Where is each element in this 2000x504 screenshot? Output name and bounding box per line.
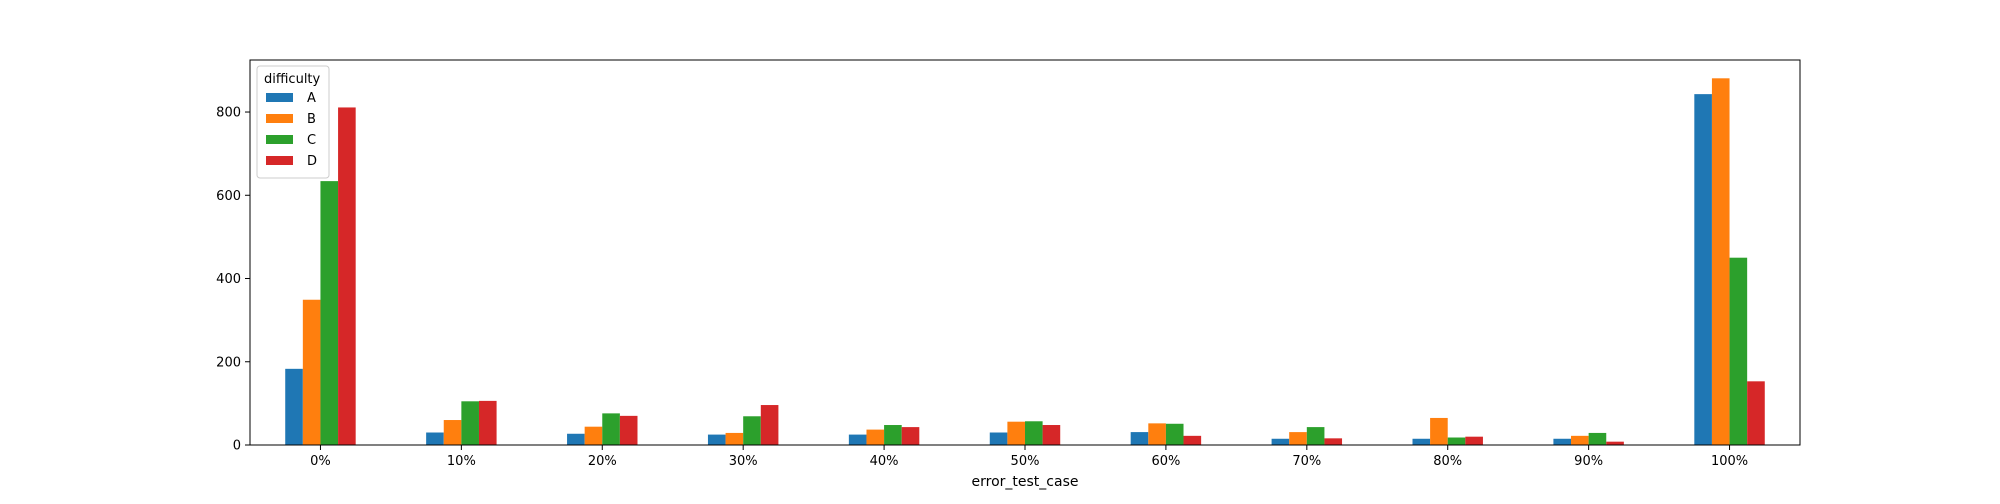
bar-C-80%: [1447, 437, 1466, 445]
legend-label-C: C: [307, 133, 316, 148]
bar-B-0%: [302, 299, 321, 445]
bar-D-0%: [338, 107, 356, 445]
plot-frame: [249, 59, 1801, 446]
legend-swatch-C: [266, 135, 293, 144]
y-axis: 0 200 400 600 800: [216, 106, 250, 454]
bar-A-60%: [1130, 432, 1149, 445]
bar-B-80%: [1430, 417, 1448, 445]
bar-A-0%: [285, 368, 303, 445]
bar-B-60%: [1148, 423, 1166, 445]
legend-label-D: D: [307, 154, 317, 169]
x-tick-label: 50%: [1011, 454, 1040, 469]
x-tick-label: 100%: [1711, 454, 1748, 469]
bar-C-90%: [1588, 432, 1607, 445]
bar-A-50%: [989, 432, 1008, 445]
bar-C-60%: [1165, 423, 1184, 445]
bar-D-50%: [1042, 425, 1061, 445]
x-tick-label: 0%: [310, 454, 331, 469]
x-tick-label: 70%: [1292, 454, 1321, 469]
bar-B-100%: [1711, 78, 1730, 445]
bar-C-0%: [320, 181, 339, 445]
bar-B-50%: [1007, 421, 1025, 445]
x-tick-label: 90%: [1574, 454, 1603, 469]
y-tick-label: 0: [233, 439, 241, 454]
bar-A-90%: [1553, 438, 1572, 445]
bar-C-50%: [1025, 421, 1043, 445]
bar-D-100%: [1747, 381, 1765, 445]
bar-D-60%: [1183, 435, 1202, 445]
x-tick-label: 60%: [1151, 454, 1180, 469]
bars-layer: [285, 78, 1765, 445]
bar-A-30%: [707, 434, 726, 445]
legend-label-A: A: [307, 91, 316, 106]
bar-D-80%: [1465, 436, 1483, 445]
x-tick-label: 30%: [729, 454, 758, 469]
bar-D-70%: [1324, 438, 1343, 445]
bar-D-10%: [478, 400, 497, 445]
legend-label-B: B: [307, 112, 316, 127]
bar-A-100%: [1694, 94, 1712, 445]
legend-swatch-A: [266, 93, 293, 102]
bar-B-20%: [584, 426, 603, 445]
bar-A-20%: [567, 433, 585, 445]
x-tick-label: 20%: [588, 454, 617, 469]
y-tick-label: 800: [216, 106, 241, 121]
bar-C-20%: [602, 413, 620, 445]
bar-B-30%: [725, 432, 744, 445]
bar-C-40%: [884, 425, 902, 445]
bar-C-30%: [743, 416, 761, 445]
x-axis: 0% 10% 20% 30% 40% 50% 60% 70% 80% 90% 100%: [310, 445, 1748, 469]
bar-A-80%: [1412, 438, 1431, 445]
bar-D-20%: [619, 415, 638, 445]
bar-A-70%: [1271, 438, 1290, 445]
bar-C-10%: [461, 401, 479, 445]
y-tick-label: 200: [216, 355, 241, 370]
bar-B-90%: [1571, 435, 1589, 445]
x-axis-label: error_test_case: [972, 474, 1079, 490]
bar-D-40%: [901, 427, 920, 445]
x-tick-label: 80%: [1433, 454, 1462, 469]
legend-swatch-B: [266, 114, 293, 123]
legend-title: difficulty: [264, 72, 321, 87]
bar-A-40%: [848, 434, 867, 445]
bar-B-70%: [1289, 432, 1307, 445]
legend-swatch-D: [266, 156, 293, 165]
bar-D-30%: [760, 405, 779, 445]
bar-B-10%: [443, 420, 462, 445]
bar-B-40%: [866, 429, 885, 445]
bar-C-70%: [1306, 427, 1325, 445]
bar-D-90%: [1606, 441, 1624, 445]
y-tick-label: 400: [216, 272, 241, 287]
bar-C-100%: [1729, 257, 1748, 445]
x-tick-label: 40%: [870, 454, 899, 469]
y-tick-label: 600: [216, 189, 241, 204]
bar-A-10%: [426, 432, 444, 445]
x-tick-label: 10%: [447, 454, 476, 469]
